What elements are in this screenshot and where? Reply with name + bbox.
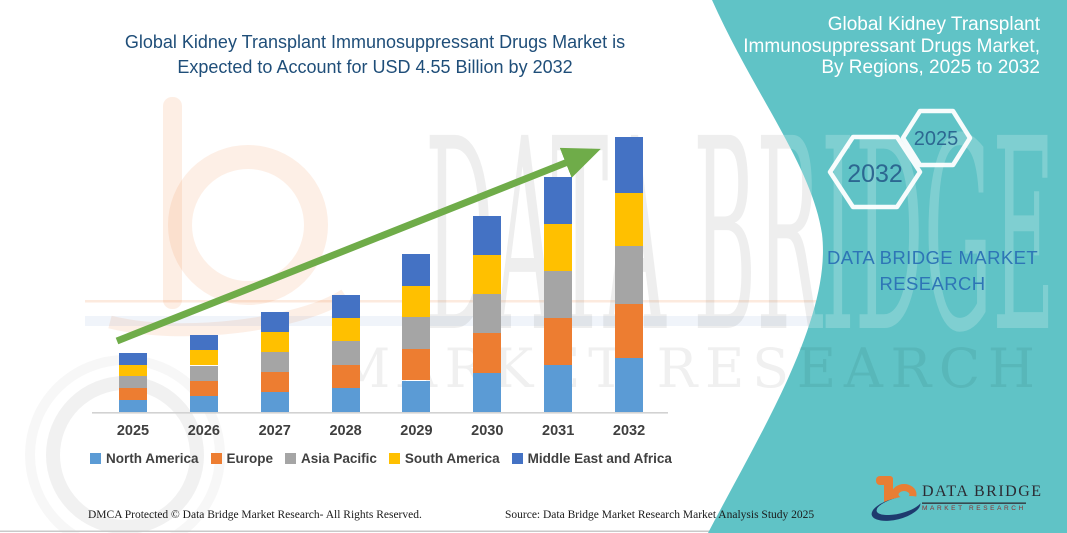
bar-segment-2026-europe: [189, 381, 218, 397]
bar-segment-2027-asia-pacific: [260, 352, 289, 373]
legend-swatch: [90, 453, 101, 464]
bar-segment-2029-north-america: [402, 380, 431, 412]
bar-segment-2028-middle-east-and-africa: [331, 295, 360, 319]
legend-label: Europe: [226, 451, 274, 466]
bar-segment-2029-south-america: [402, 285, 431, 318]
bar-segment-2025-middle-east-and-africa: [119, 353, 147, 365]
x-axis-label-2026: 2026: [187, 423, 220, 439]
brand-line1: DATA BRIDGE MARKET: [826, 247, 1039, 268]
trend-arrow: [115, 147, 601, 345]
legend-item-europe: Europe: [210, 451, 274, 466]
source-notice: Source: Data Bridge Market Research Mark…: [505, 509, 815, 521]
bar-segment-2025-europe: [119, 388, 147, 400]
x-axis-line: [92, 412, 668, 414]
brand-line2: RESEARCH: [879, 273, 986, 294]
legend-label: North America: [106, 451, 199, 466]
chart-title-line1: Global Kidney Transplant Immunosuppressa…: [124, 32, 626, 52]
chart-legend: North America Europe Asia Pacific South Ame…: [90, 451, 672, 466]
footer-logo-name: DATA BRIDGE: [922, 483, 1043, 500]
bar-segment-2028-asia-pacific: [331, 341, 360, 365]
hexagon-year-2025: 2025: [913, 128, 959, 150]
x-axis-label-2028: 2028: [329, 423, 362, 439]
bar-segment-2026-asia-pacific: [189, 365, 218, 382]
teal-panel-shape: [708, 0, 1067, 533]
legend-label: Asia Pacific: [301, 451, 377, 466]
legend-label: South America: [404, 451, 500, 466]
bar-segment-2032-asia-pacific: [615, 246, 643, 305]
bar-segment-2031-asia-pacific: [544, 270, 573, 318]
dmca-notice: DMCA Protected © Data Bridge Market Rese…: [88, 509, 422, 521]
legend-item-south-america: South America: [388, 451, 500, 466]
legend-item-north-america: North America: [90, 451, 199, 466]
bar-segment-2032-europe: [615, 304, 643, 358]
side-title-line2: Immunosuppressant Drugs Market,: [743, 35, 1040, 57]
dbmr-logo-icon: [871, 476, 1026, 521]
hexagon-2025: [900, 108, 973, 168]
side-panel-title: Global Kidney Transplant Immunosuppressa…: [730, 14, 1040, 79]
bar-segment-2032-south-america: [615, 193, 643, 247]
bar-segment-2029-middle-east-and-africa: [402, 254, 431, 286]
legend-item-middle-east-and-africa: Middle East and Africa: [511, 451, 672, 466]
bar-segment-2027-europe: [260, 372, 289, 392]
bar-segment-2026-south-america: [189, 350, 218, 366]
bar-segment-2030-europe: [473, 333, 502, 373]
bar-segment-2028-north-america: [331, 388, 360, 412]
hexagon-year-2032: 2032: [847, 160, 903, 188]
x-axis-label-2031: 2031: [542, 423, 575, 439]
bar-segment-2031-europe: [544, 317, 573, 365]
bar-segment-2031-south-america: [544, 224, 573, 271]
legend-item-asia-pacific: Asia Pacific: [285, 451, 377, 466]
bar-segment-2026-north-america: [189, 396, 218, 412]
brand-wordmark: DATA BRIDGE MARKET RESEARCH: [790, 245, 1067, 297]
bar-segment-2032-north-america: [615, 357, 643, 412]
bar-segment-2027-south-america: [260, 332, 289, 353]
footer-logo-subtitle: MARKET RESEARCH: [922, 505, 1026, 512]
bar-segment-2029-asia-pacific: [402, 317, 431, 350]
x-axis-label-2030: 2030: [471, 423, 504, 439]
chart-title: Global Kidney Transplant Immunosuppressa…: [80, 30, 670, 80]
side-title-line1: Global Kidney Transplant: [827, 14, 1040, 35]
x-axis-label-2032: 2032: [612, 423, 646, 439]
legend-swatch: [285, 453, 297, 464]
bottom-rule: [0, 530, 1067, 532]
legend-label: Middle East and Africa: [527, 451, 672, 466]
legend-swatch: [210, 453, 222, 464]
bar-segment-2030-middle-east-and-africa: [473, 215, 502, 255]
x-axis-label-2027: 2027: [258, 423, 291, 439]
bar-segment-2025-south-america: [119, 364, 147, 377]
legend-swatch: [511, 453, 523, 464]
bar-segment-2030-north-america: [473, 372, 502, 412]
bar-segment-2025-asia-pacific: [119, 376, 147, 389]
bar-segment-2028-europe: [331, 364, 360, 389]
bar-segment-2028-south-america: [331, 318, 360, 342]
bar-segment-2030-south-america: [473, 254, 502, 295]
legend-swatch: [388, 453, 400, 464]
bar-segment-2031-north-america: [544, 364, 573, 412]
bar-segment-2027-middle-east-and-africa: [260, 312, 289, 333]
bar-segment-2027-north-america: [260, 392, 289, 412]
side-title-line3: By Regions, 2025 to 2032: [821, 57, 1040, 78]
bar-segment-2032-middle-east-and-africa: [615, 137, 643, 194]
hexagon-2032: [827, 134, 923, 210]
chart-title-line2: Expected to Account for USD 4.55 Billion…: [177, 57, 573, 77]
x-axis-label-2025: 2025: [116, 423, 150, 439]
bar-segment-2025-north-america: [119, 399, 147, 412]
x-axis-label-2029: 2029: [400, 423, 433, 439]
bar-segment-2031-middle-east-and-africa: [544, 176, 573, 224]
bar-segment-2029-europe: [402, 349, 431, 381]
bar-segment-2030-asia-pacific: [473, 294, 502, 334]
bar-segment-2026-middle-east-and-africa: [189, 335, 218, 351]
